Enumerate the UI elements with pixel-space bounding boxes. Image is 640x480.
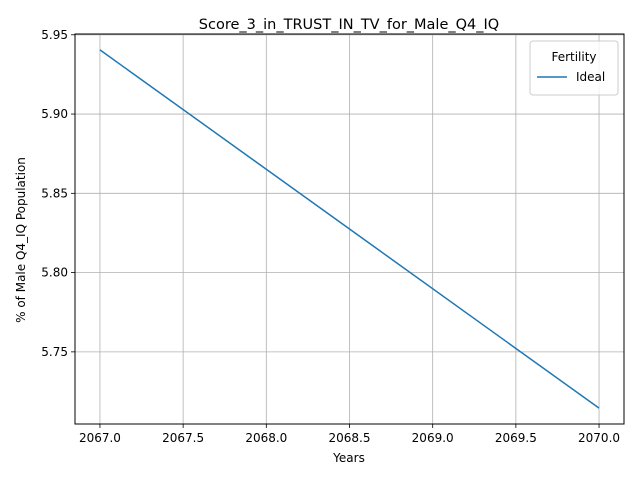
legend-box <box>529 40 619 96</box>
x-tick-label: 2067.0 <box>79 431 121 445</box>
y-tick-label: 5.90 <box>41 107 68 121</box>
legend: Fertility Ideal <box>529 40 619 96</box>
x-tick-label: 2068.5 <box>329 431 371 445</box>
x-tick-label: 2068.0 <box>245 431 287 445</box>
y-axis-title: % of Male Q4_IQ Population <box>14 157 28 323</box>
y-tick-label: 5.80 <box>41 266 68 280</box>
series-line-ideal <box>99 49 600 409</box>
x-axis-title: Years <box>332 451 365 465</box>
chart-title: Score_3_in_TRUST_IN_TV_for_Male_Q4_IQ <box>199 17 499 33</box>
y-tick-label: 5.75 <box>41 345 68 359</box>
x-tick-label: 2069.0 <box>412 431 454 445</box>
legend-title: Fertility <box>551 50 596 64</box>
y-tick-label: 5.95 <box>41 28 68 42</box>
grid <box>75 34 624 424</box>
x-tick-label: 2069.5 <box>495 431 537 445</box>
series-layer <box>99 49 600 409</box>
y-axis: 5.75 5.80 5.85 5.90 5.95 <box>41 28 75 359</box>
x-tick-label: 2070.0 <box>578 431 620 445</box>
y-tick-label: 5.85 <box>41 186 68 200</box>
x-tick-label: 2067.5 <box>162 431 204 445</box>
legend-label-ideal: Ideal <box>576 70 605 84</box>
x-axis: 2067.0 2067.5 2068.0 2068.5 2069.0 2069.5 2070… <box>79 424 620 445</box>
